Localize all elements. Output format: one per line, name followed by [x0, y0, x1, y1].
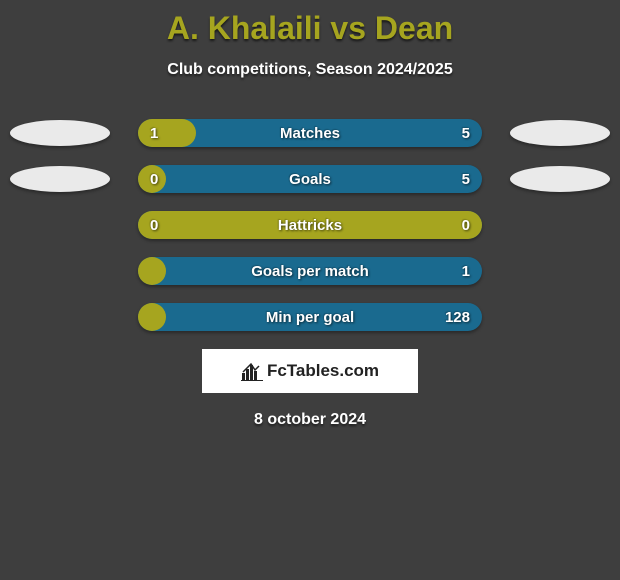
date-label: 8 october 2024 — [0, 411, 620, 429]
value-right: 5 — [462, 171, 470, 188]
bar-chart-icon — [241, 361, 263, 381]
stat-label: Min per goal — [138, 309, 482, 326]
value-right: 128 — [445, 309, 470, 326]
stat-row: Goals per match1 — [0, 257, 620, 285]
stat-row: 1Matches5 — [0, 119, 620, 147]
stat-row: 0Hattricks0 — [0, 211, 620, 239]
comparison-card: A. Khalaili vs Dean Club competitions, S… — [0, 0, 620, 580]
value-right: 5 — [462, 125, 470, 142]
stat-row: 0Goals5 — [0, 165, 620, 193]
stat-label: Goals — [138, 171, 482, 188]
comparison-chart: 1Matches50Goals50Hattricks0Goals per mat… — [0, 119, 620, 331]
stat-label: Goals per match — [138, 263, 482, 280]
value-right: 0 — [462, 217, 470, 234]
player-right-badge — [510, 120, 610, 146]
page-subtitle: Club competitions, Season 2024/2025 — [0, 61, 620, 79]
bar-labels: 0Hattricks0 — [138, 211, 482, 239]
logo-text: FcTables.com — [267, 361, 379, 381]
bar-labels: 0Goals5 — [138, 165, 482, 193]
bar-labels: Goals per match1 — [138, 257, 482, 285]
player-left-badge — [10, 120, 110, 146]
bar-labels: 1Matches5 — [138, 119, 482, 147]
fctables-logo[interactable]: FcTables.com — [202, 349, 418, 393]
page-title: A. Khalaili vs Dean — [0, 0, 620, 47]
stat-row: Min per goal128 — [0, 303, 620, 331]
player-right-badge — [510, 166, 610, 192]
stat-label: Hattricks — [138, 217, 482, 234]
bar-labels: Min per goal128 — [138, 303, 482, 331]
value-right: 1 — [462, 263, 470, 280]
stat-label: Matches — [138, 125, 482, 142]
player-left-badge — [10, 166, 110, 192]
